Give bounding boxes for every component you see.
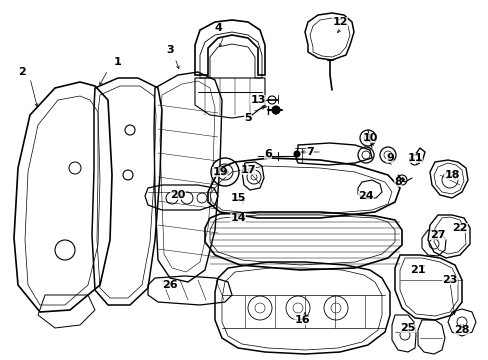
Text: 16: 16 xyxy=(294,315,309,325)
Circle shape xyxy=(293,151,299,157)
Text: 22: 22 xyxy=(451,223,467,233)
Circle shape xyxy=(399,178,403,182)
Text: 15: 15 xyxy=(230,193,245,203)
Text: 1: 1 xyxy=(114,57,122,67)
Text: 17: 17 xyxy=(240,165,255,175)
Text: 26: 26 xyxy=(162,280,178,290)
Text: 3: 3 xyxy=(166,45,173,55)
Text: 28: 28 xyxy=(453,325,469,335)
Text: 8: 8 xyxy=(393,177,401,187)
Text: 7: 7 xyxy=(305,147,313,157)
Text: 5: 5 xyxy=(244,113,251,123)
Circle shape xyxy=(222,169,227,175)
Text: 25: 25 xyxy=(400,323,415,333)
Text: 12: 12 xyxy=(331,17,347,27)
Text: 19: 19 xyxy=(212,167,227,177)
Text: 4: 4 xyxy=(214,23,222,33)
Text: 9: 9 xyxy=(385,153,393,163)
Text: 11: 11 xyxy=(407,153,422,163)
Text: 24: 24 xyxy=(357,191,373,201)
Text: 21: 21 xyxy=(409,265,425,275)
Text: 27: 27 xyxy=(429,230,445,240)
Text: 13: 13 xyxy=(250,95,265,105)
Circle shape xyxy=(271,106,280,114)
Text: 2: 2 xyxy=(18,67,26,77)
Text: 23: 23 xyxy=(442,275,457,285)
Text: 20: 20 xyxy=(170,190,185,200)
Text: 10: 10 xyxy=(362,133,377,143)
Text: 14: 14 xyxy=(230,213,245,223)
Text: 6: 6 xyxy=(264,149,271,159)
Text: 18: 18 xyxy=(443,170,459,180)
